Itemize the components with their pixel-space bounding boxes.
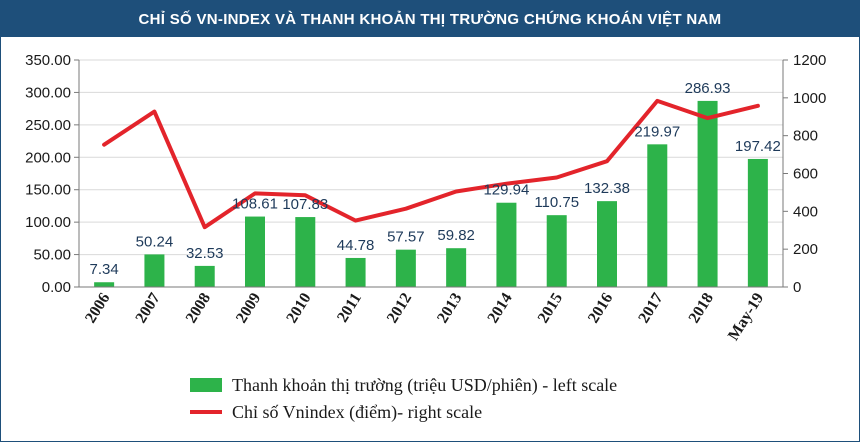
bar	[144, 254, 165, 287]
legend-label-bar: Thanh khoản thị trường (triệu USD/phiên)…	[232, 375, 617, 396]
bar-data-label: 32.53	[186, 245, 224, 262]
bar-data-label: 59.82	[437, 227, 475, 244]
x-tick-label: May-19	[725, 290, 767, 343]
x-tick-label: 2013	[434, 290, 465, 326]
bar-data-label: 132.38	[584, 180, 630, 197]
bar	[94, 282, 115, 287]
x-tick-label: 2010	[283, 290, 314, 326]
line-series	[102, 98, 760, 230]
left-tick-label: 150.00	[25, 182, 71, 199]
bar	[395, 249, 416, 287]
x-tick-label: 2016	[585, 290, 616, 326]
x-tick-label: 2008	[183, 290, 214, 326]
left-tick-label: 250.00	[25, 117, 71, 134]
bar-series	[94, 100, 768, 288]
bar-data-label: 108.61	[232, 196, 278, 213]
right-tick-label: 600	[793, 166, 818, 183]
bar	[345, 257, 366, 287]
bar-data-label: 197.42	[735, 138, 781, 155]
x-tick-label: 2012	[384, 290, 415, 326]
bar	[245, 216, 265, 287]
x-tick-label: 2007	[132, 290, 163, 326]
left-tick-label: 100.00	[25, 214, 71, 231]
x-tick-label: 2014	[484, 290, 515, 326]
right-tick-label: 1000	[793, 90, 826, 107]
bar-data-label: 50.24	[136, 233, 174, 250]
x-tick-label: 2015	[535, 290, 566, 326]
x-tick-label: 2018	[686, 290, 717, 326]
x-tick-label: 2017	[635, 290, 666, 326]
bar	[446, 248, 467, 287]
left-tick-label: 300.00	[25, 84, 71, 101]
legend-label-line: Chỉ số Vnindex (điểm)- right scale	[232, 402, 482, 423]
vnindex-line	[102, 98, 760, 230]
x-tick-label: 2006	[82, 290, 113, 326]
legend-swatch-bar	[190, 378, 222, 392]
bar	[697, 100, 718, 288]
right-tick-label: 0	[793, 279, 801, 296]
bar-data-label: 7.34	[90, 261, 119, 278]
bar	[496, 202, 517, 287]
bar	[295, 217, 316, 287]
left-tick-label: 350.00	[25, 52, 71, 69]
bar-data-label: 129.94	[483, 182, 529, 199]
gridlines	[79, 59, 783, 256]
left-tick-label: 200.00	[25, 149, 71, 166]
legend: Thanh khoản thị trường (triệu USD/phiên)…	[190, 375, 617, 423]
bar	[546, 215, 567, 287]
right-tick-label: 400	[793, 203, 818, 220]
x-tick-label: 2009	[233, 290, 264, 326]
bar	[194, 265, 215, 287]
x-tick-label: 2011	[334, 290, 365, 325]
bar	[747, 158, 768, 287]
chart-title: CHỈ SỐ VN-INDEX VÀ THANH KHOẢN THỊ TRƯỜN…	[1, 1, 859, 37]
left-tick-label: 50.00	[33, 247, 71, 264]
bar	[597, 201, 617, 287]
left-tick-label: 0.00	[42, 279, 71, 296]
right-tick-label: 1200	[793, 52, 826, 69]
bar-data-label: 107.83	[282, 196, 328, 213]
bar-data-label: 219.97	[634, 123, 680, 140]
bar-data-label: 57.57	[387, 229, 425, 246]
bar	[647, 144, 668, 287]
data-labels: 7.34 50.24 32.53 108.61 107.83 44.78 57.57 59.8…	[90, 80, 781, 278]
bar-data-label: 286.93	[685, 80, 731, 97]
right-tick-label: 200	[793, 241, 818, 258]
bar-data-label: 110.75	[534, 194, 579, 211]
right-tick-label: 800	[793, 128, 818, 145]
bar-data-label: 44.78	[337, 237, 375, 254]
